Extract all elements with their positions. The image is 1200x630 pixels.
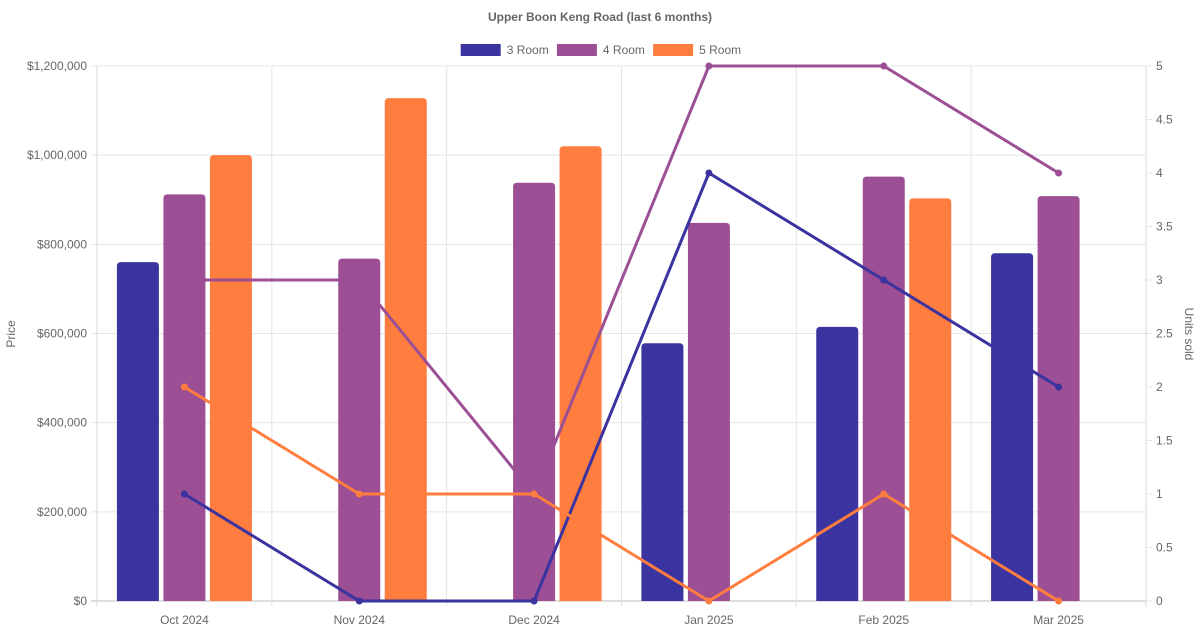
point-3-room <box>705 169 713 177</box>
bar-4-room <box>338 258 381 601</box>
point-5-room <box>180 383 188 391</box>
x-axis-ticks: Oct 2024 Nov 2024 Dec 2024 Jan 2025 Feb 2025… <box>160 613 1084 627</box>
point-3-room <box>530 597 538 605</box>
left-tick-label: $1,000,000 <box>27 148 87 162</box>
right-tick-label: 2.5 <box>1156 327 1173 341</box>
point-5-room <box>880 490 888 498</box>
x-tick-label: Nov 2024 <box>334 613 386 627</box>
legend-label-3-room: 3 Room <box>507 43 549 57</box>
point-5-room <box>705 597 713 605</box>
units-lines <box>180 62 1063 605</box>
bar-5-room <box>909 198 952 601</box>
line-5-room <box>182 385 1061 603</box>
right-tick-label: 0 <box>1156 594 1163 608</box>
price-bars <box>116 98 1080 602</box>
bar-5-room <box>559 146 602 601</box>
x-tick-label: Dec 2024 <box>508 613 560 627</box>
chart-title: Upper Boon Keng Road (last 6 months) <box>488 10 712 24</box>
line-4-room <box>182 64 1061 496</box>
x-tick-label: Jan 2025 <box>684 613 734 627</box>
left-tick-label: $600,000 <box>37 327 87 341</box>
right-tick-label: 2 <box>1156 380 1163 394</box>
x-tick-label: Feb 2025 <box>858 613 909 627</box>
grid-lines <box>91 65 1152 607</box>
point-5-room <box>355 490 363 498</box>
point-3-room <box>1055 383 1063 391</box>
legend-swatch-4-room <box>556 44 597 56</box>
bar-4-room <box>862 176 905 602</box>
point-4-room <box>355 276 363 284</box>
left-tick-label: $200,000 <box>37 505 87 519</box>
right-tick-label: 4.5 <box>1156 113 1173 127</box>
left-tick-label: $400,000 <box>37 416 87 430</box>
point-3-room <box>880 276 888 284</box>
left-tick-label: $1,200,000 <box>27 59 87 73</box>
right-tick-label: 3 <box>1156 273 1163 287</box>
point-4-room <box>180 276 188 284</box>
bar-4-room <box>513 182 556 601</box>
point-5-room <box>530 490 538 498</box>
bar-4-room <box>687 222 730 601</box>
right-tick-label: 4 <box>1156 166 1163 180</box>
legend-swatch-3-room <box>460 44 501 56</box>
right-tick-label: 1 <box>1156 487 1163 501</box>
left-axis-title: Price <box>4 320 18 348</box>
left-axis-ticks: $0 $200,000 $400,000 $600,000 $800,000 $1,000… <box>27 59 87 608</box>
right-tick-label: 0.5 <box>1156 541 1173 555</box>
bar-3-room <box>816 326 859 601</box>
bar-5-room <box>384 98 427 601</box>
point-3-room <box>355 597 363 605</box>
legend-label-4-room: 4 Room <box>603 43 645 57</box>
point-4-room <box>880 62 888 70</box>
point-3-room <box>180 490 188 498</box>
right-axis-ticks: 0 0.5 1 1.5 2 2.5 3 3.5 4 4.5 5 <box>1156 59 1173 608</box>
right-tick-label: 5 <box>1156 59 1163 73</box>
legend-label-5-room: 5 Room <box>699 43 741 57</box>
x-tick-label: Oct 2024 <box>160 613 209 627</box>
line-3-room <box>182 171 1061 603</box>
bar-3-room <box>116 262 159 601</box>
legend: 3 Room 4 Room 5 Room <box>460 43 741 57</box>
legend-swatch-5-room <box>653 44 694 56</box>
right-tick-label: 1.5 <box>1156 434 1173 448</box>
left-tick-label: $0 <box>74 594 88 608</box>
left-tick-label: $800,000 <box>37 237 87 251</box>
point-4-room <box>1055 169 1063 177</box>
bar-5-room <box>209 155 252 601</box>
bar-3-room <box>991 253 1034 601</box>
right-tick-label: 3.5 <box>1156 220 1173 234</box>
right-axis-title: Units sold <box>1182 308 1196 361</box>
bar-3-room <box>641 343 684 601</box>
bar-4-room <box>1037 196 1080 601</box>
x-tick-label: Mar 2025 <box>1033 613 1084 627</box>
point-4-room <box>705 62 713 70</box>
point-5-room <box>1055 597 1063 605</box>
